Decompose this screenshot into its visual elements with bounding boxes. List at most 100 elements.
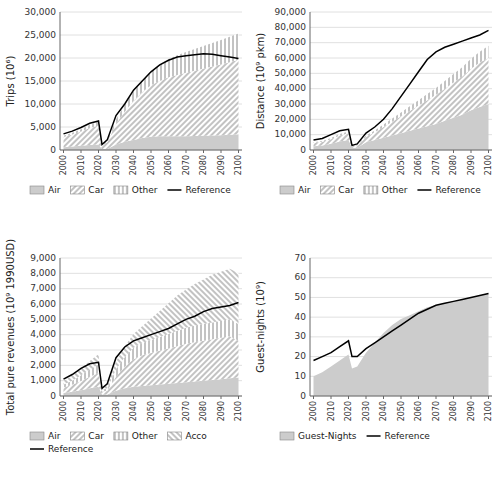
- y-tick-label: 9,000: [30, 253, 56, 263]
- panel: 010,00020,00030,00040,00050,00060,00070,…: [255, 7, 493, 195]
- legend-item: Other: [114, 185, 158, 195]
- grid-line: [60, 396, 242, 397]
- x-tick-label: 2050: [147, 155, 156, 175]
- x-tick-label: 2090: [217, 401, 226, 421]
- grid-line: [60, 273, 242, 274]
- x-tick-label: 2020: [94, 401, 103, 421]
- x-axis: [310, 396, 492, 397]
- y-tick-label: 30,000: [275, 99, 307, 109]
- x-tick-label: 2090: [467, 401, 476, 421]
- legend-swatch: [70, 186, 84, 194]
- y-tick-label: 0: [50, 145, 56, 155]
- legend-label: Other: [382, 185, 408, 195]
- x-tick-label: 2030: [112, 401, 121, 421]
- legend-item: Car: [70, 185, 104, 195]
- legend: Air Car Other Reference: [280, 185, 481, 195]
- x-tick-label: 2050: [147, 401, 156, 421]
- x-tick-label: 2040: [129, 155, 138, 175]
- x-tick-label: 2080: [199, 155, 208, 175]
- area: [314, 293, 489, 396]
- legend-item: Other: [114, 431, 158, 441]
- x-tick-label: 2000: [59, 155, 68, 175]
- y-tick-label: 25,000: [25, 30, 57, 40]
- legend-label: Car: [338, 185, 354, 195]
- plot-area: [314, 30, 489, 150]
- grid-line: [310, 150, 492, 151]
- legend-label: Other: [132, 431, 158, 441]
- y-tick-label: 3,000: [30, 345, 56, 355]
- x-tick-label: 2100: [234, 155, 243, 175]
- legend-item: Reference: [417, 185, 481, 195]
- line: [64, 302, 239, 388]
- y-tick-label: 0: [50, 391, 56, 401]
- grid-line: [310, 42, 492, 43]
- legend-swatch: [167, 432, 181, 440]
- figure: 05,00010,00015,00020,00025,00030,0002000…: [0, 0, 500, 492]
- x-tick-label: 2050: [397, 401, 406, 421]
- legend-swatch: [30, 186, 44, 194]
- legend-item: Guest-Nights: [280, 431, 357, 441]
- x-tick-label: 2070: [182, 401, 191, 421]
- panel: 0102030405060702000201020202030204020502…: [255, 253, 493, 441]
- y-tick-label: 10,000: [25, 99, 57, 109]
- y-tick-label: 4,000: [30, 329, 56, 339]
- area: [64, 34, 239, 146]
- legend: AirCarOtherAccoReference: [30, 431, 207, 454]
- y-axis: [310, 12, 311, 150]
- line: [314, 293, 489, 360]
- y-tick-label: 70,000: [275, 37, 307, 47]
- line: [314, 30, 489, 145]
- legend-item: Acco: [167, 431, 207, 441]
- x-tick-label: 2080: [199, 401, 208, 421]
- y-tick-label: 0: [300, 145, 306, 155]
- grid-line: [310, 297, 492, 298]
- x-tick-label: 2030: [112, 155, 121, 175]
- legend-label: Reference: [435, 185, 481, 195]
- plot-area: [64, 34, 239, 150]
- legend-label: Air: [48, 431, 61, 441]
- y-tick-label: 0: [300, 391, 306, 401]
- x-tick-label: 2060: [164, 155, 173, 175]
- legend-swatch: [30, 432, 44, 440]
- x-axis: [60, 396, 242, 397]
- x-tick-label: 2040: [379, 401, 388, 421]
- legend-item: Air: [30, 185, 61, 195]
- y-tick-label: 30,000: [25, 7, 57, 17]
- grid-line: [60, 35, 242, 36]
- x-tick-label: 2060: [414, 401, 423, 421]
- x-tick-label: 2070: [432, 155, 441, 175]
- grid-line: [310, 258, 492, 259]
- x-tick-label: 2070: [432, 401, 441, 421]
- panel: 05,00010,00015,00020,00025,00030,0002000…: [5, 7, 243, 195]
- legend: Air Car Other Reference: [30, 185, 231, 195]
- legend-swatch: [280, 186, 294, 194]
- legend-item: Car: [320, 185, 354, 195]
- y-axis-label: Distance (10⁹ pkm): [255, 33, 266, 130]
- y-axis: [60, 12, 61, 150]
- legend-swatch: [367, 435, 381, 437]
- grid-line: [60, 12, 242, 13]
- y-tick-label: 10,000: [275, 129, 307, 139]
- x-tick-label: 2070: [182, 155, 191, 175]
- y-tick-label: 10: [295, 371, 307, 381]
- y-tick-label: 5,000: [30, 122, 56, 132]
- legend-label: Acco: [185, 431, 207, 441]
- plot-area: [64, 269, 239, 396]
- legend-item: Reference: [167, 185, 231, 195]
- panel: 01,0002,0003,0004,0005,0006,0007,0008,00…: [5, 239, 243, 454]
- legend-swatch: [417, 189, 431, 191]
- legend-swatch: [70, 432, 84, 440]
- x-axis: [310, 150, 492, 151]
- y-tick-label: 30: [295, 331, 307, 341]
- grid-line: [310, 27, 492, 28]
- legend-label: Car: [88, 185, 104, 195]
- grid-line: [310, 12, 492, 13]
- legend-label: Car: [88, 431, 104, 441]
- legend-label: Air: [298, 185, 311, 195]
- x-tick-label: 2090: [467, 155, 476, 175]
- legend-swatch: [167, 189, 181, 191]
- legend-item: Air: [280, 185, 311, 195]
- x-tick-label: 2080: [449, 401, 458, 421]
- legend-swatch: [280, 432, 294, 440]
- x-tick-label: 2010: [327, 155, 336, 175]
